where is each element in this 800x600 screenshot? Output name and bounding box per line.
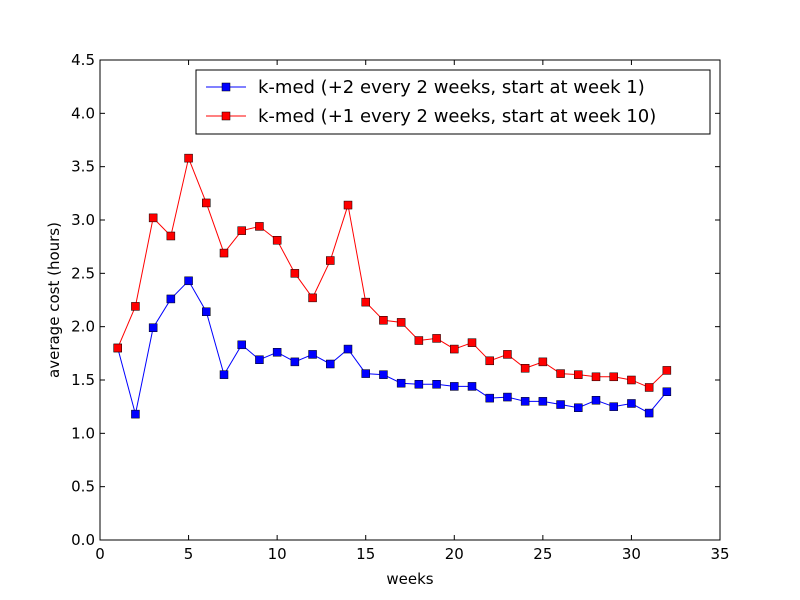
series-1	[113, 276, 672, 419]
data-point	[432, 334, 441, 343]
data-point	[396, 378, 406, 388]
legend-marker-series-1	[221, 82, 231, 92]
data-point	[485, 393, 494, 403]
data-point	[574, 370, 583, 379]
data-point	[131, 409, 140, 419]
data-point	[450, 344, 459, 354]
x-tick-label: 0	[95, 545, 105, 563]
data-point	[290, 357, 300, 367]
legend-label-series-1: k-med (+2 every 2 weeks, start at week 1…	[258, 77, 645, 98]
data-point	[591, 372, 601, 382]
y-tick-label: 4.5	[71, 51, 95, 69]
x-tick-label: 25	[533, 545, 552, 563]
y-tick-label: 3.5	[71, 158, 95, 176]
data-point	[609, 402, 618, 411]
data-point	[308, 350, 317, 359]
y-tick-label: 0.5	[71, 478, 95, 496]
data-point	[644, 408, 654, 418]
x-tick-label: 20	[445, 545, 464, 563]
legend-marker-series-2	[221, 111, 231, 121]
x-tick-label: 35	[710, 545, 729, 563]
data-point	[450, 382, 459, 391]
data-point	[485, 356, 494, 366]
x-tick-label: 30	[622, 545, 641, 563]
data-point	[184, 153, 193, 163]
data-point	[644, 383, 654, 392]
data-point	[343, 200, 353, 210]
data-point	[361, 297, 370, 307]
data-point	[113, 343, 122, 353]
data-point	[538, 357, 548, 367]
data-point	[361, 369, 370, 378]
x-axis-label: weeks	[386, 570, 433, 588]
y-tick-label: 3.0	[71, 211, 95, 229]
data-point	[396, 318, 406, 327]
x-tick-label: 15	[356, 545, 375, 563]
data-point	[503, 350, 512, 359]
legend: k-med (+2 every 2 weeks, start at week 1…	[195, 69, 711, 135]
legend-frame	[195, 69, 711, 135]
data-point	[467, 382, 477, 391]
data-point	[290, 269, 300, 278]
data-point	[591, 396, 601, 405]
y-axis-label: average cost (hours)	[45, 222, 63, 378]
data-point	[379, 370, 388, 379]
data-point	[272, 348, 282, 357]
data-point	[414, 336, 424, 345]
y-tick-label: 2.5	[71, 264, 95, 282]
data-point	[343, 344, 353, 354]
data-point	[574, 403, 583, 412]
data-point	[166, 231, 176, 241]
data-point	[627, 375, 636, 385]
data-point	[255, 222, 264, 231]
data-point	[219, 370, 229, 379]
y-tick-label: 1.0	[71, 424, 95, 442]
data-point	[414, 380, 424, 389]
series-2	[113, 153, 672, 392]
data-point	[662, 387, 672, 396]
data-point	[184, 276, 193, 286]
x-tick-label: 5	[184, 545, 194, 563]
data-point	[379, 316, 388, 325]
data-point	[148, 323, 158, 332]
plot-background	[100, 60, 720, 540]
data-point	[467, 338, 477, 347]
data-point	[219, 248, 229, 258]
data-point	[237, 226, 246, 235]
data-point	[272, 236, 282, 245]
data-point	[627, 399, 636, 408]
data-point	[237, 340, 246, 350]
data-point	[202, 198, 211, 208]
legend-label-series-2: k-med (+1 every 2 weeks, start at week 1…	[258, 106, 656, 127]
x-tick-label: 10	[268, 545, 287, 563]
data-point	[556, 400, 565, 409]
data-point	[503, 392, 512, 402]
data-point	[609, 372, 618, 382]
y-tick-label: 2.0	[71, 318, 95, 336]
data-point	[308, 293, 317, 303]
data-point	[520, 364, 530, 373]
data-point	[148, 213, 158, 223]
data-point	[432, 380, 441, 389]
data-point	[538, 397, 548, 406]
y-tick-label: 1.5	[71, 371, 95, 389]
data-point	[166, 294, 176, 304]
plot-frame	[99, 59, 721, 541]
data-point	[255, 355, 264, 364]
data-point	[662, 366, 672, 375]
y-tick-label: 0.0	[71, 531, 95, 549]
data-point	[326, 359, 335, 369]
y-tick-label: 4.0	[71, 104, 95, 122]
data-point	[202, 307, 211, 316]
data-point	[131, 302, 140, 311]
data-point	[520, 397, 530, 406]
data-point	[556, 369, 565, 378]
data-point	[326, 256, 335, 265]
